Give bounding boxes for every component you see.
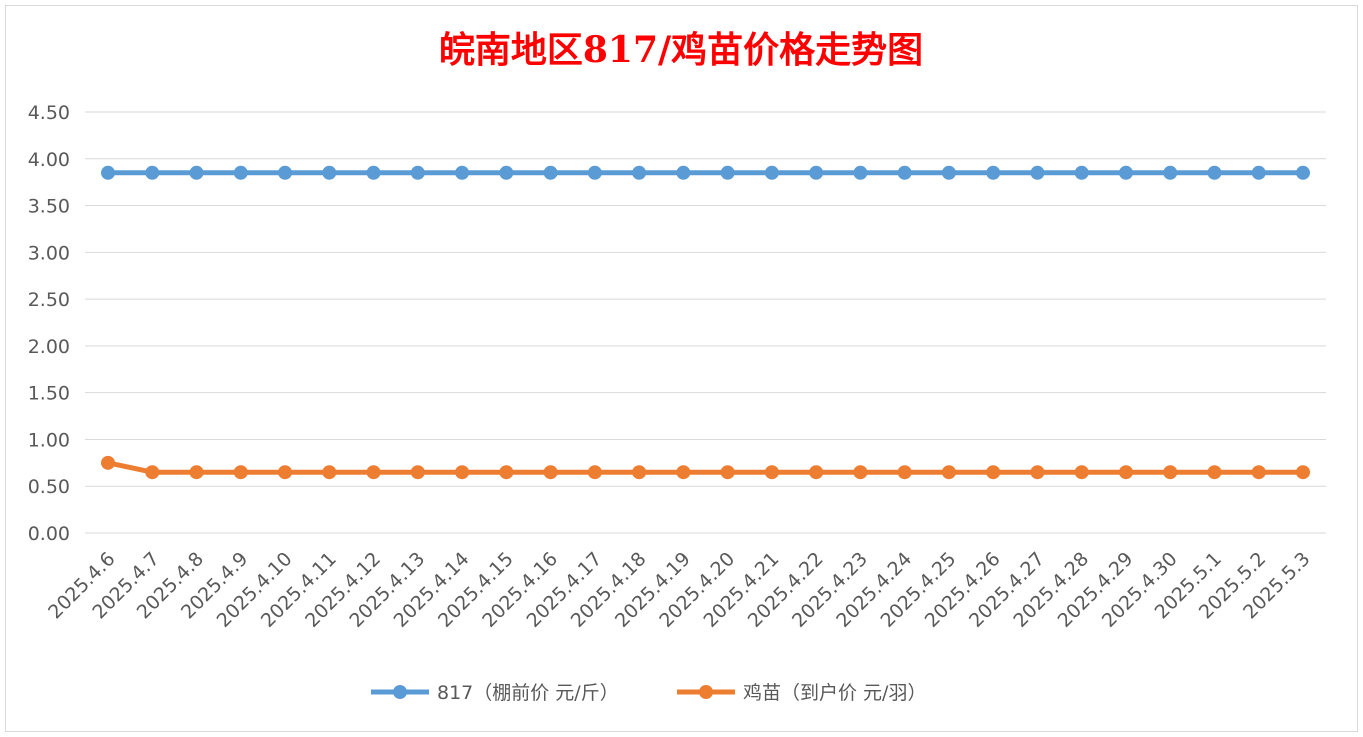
data-point [587,165,602,180]
data-point [986,165,1001,180]
y-tick-label: 3.00 [28,242,70,264]
data-point [543,165,558,180]
series-1 [101,455,1310,480]
data-point [1163,165,1178,180]
y-tick-label: 2.50 [28,289,70,311]
data-point [1296,165,1310,180]
data-point [1030,165,1045,180]
y-tick-label: 4.00 [28,149,70,171]
data-point [897,465,912,480]
data-point [1251,165,1266,180]
data-point [809,165,824,180]
data-point [278,465,293,480]
data-point [941,165,956,180]
data-point [632,465,647,480]
data-point [720,465,735,480]
data-point [1251,465,1266,480]
data-point [764,465,779,480]
y-tick-label: 1.50 [28,383,70,405]
y-tick-label: 3.50 [28,196,70,218]
data-point [1207,465,1222,480]
data-point [853,165,868,180]
y-tick-label: 1.00 [28,429,70,451]
data-point [1207,165,1222,180]
data-point [455,165,470,180]
data-point [233,165,248,180]
data-point [1118,465,1133,480]
legend-item: 鸡苗（到户价 元/羽） [677,682,926,704]
data-point [1030,465,1045,480]
y-tick-label: 2.00 [28,336,70,358]
data-point [101,165,115,180]
legend-marker [393,685,407,699]
data-point [278,165,293,180]
data-point [322,165,337,180]
data-point [897,165,912,180]
data-point [1074,165,1089,180]
y-tick-label: 0.00 [28,523,70,545]
data-point [366,465,381,480]
data-point [455,465,470,480]
data-point [145,465,160,480]
data-point [676,165,691,180]
legend-label: 鸡苗（到户价 元/羽） [743,682,926,704]
data-point [1296,465,1310,480]
data-point [853,465,868,480]
data-point [941,465,956,480]
data-point [1118,165,1133,180]
data-point [233,465,248,480]
data-point [986,465,1001,480]
data-point [676,465,691,480]
gridlines [85,111,1326,534]
data-point [1163,465,1178,480]
legend-marker [699,685,713,699]
data-point [1074,465,1089,480]
data-point [543,465,558,480]
data-point [809,465,824,480]
data-point [101,455,115,470]
data-point [145,165,160,180]
series-line [107,460,1303,475]
series-0 [101,165,1310,180]
y-tick-label: 4.50 [28,102,70,124]
data-point [499,465,514,480]
data-point [189,465,204,480]
chart-title: 皖南地区817/鸡苗价格走势图 [439,29,923,71]
y-tick-label: 0.50 [28,476,70,498]
y-axis-ticks: 0.00 0.50 1.00 1.50 2.00 2.50 3.00 3.50 4.00 4.50 [28,102,70,545]
data-point [764,165,779,180]
data-point [720,165,735,180]
legend-item: 817（棚前价 元/斤） [371,682,619,704]
series-lines [101,165,1310,480]
data-point [410,165,425,180]
data-point [322,465,337,480]
data-point [499,165,514,180]
data-point [410,465,425,480]
data-point [587,465,602,480]
data-point [189,165,204,180]
legend: 817（棚前价 元/斤） 鸡苗（到户价 元/羽） [371,682,926,704]
chart-border [5,5,1358,732]
data-point [366,165,381,180]
legend-label: 817（棚前价 元/斤） [437,682,619,704]
data-point [632,165,647,180]
